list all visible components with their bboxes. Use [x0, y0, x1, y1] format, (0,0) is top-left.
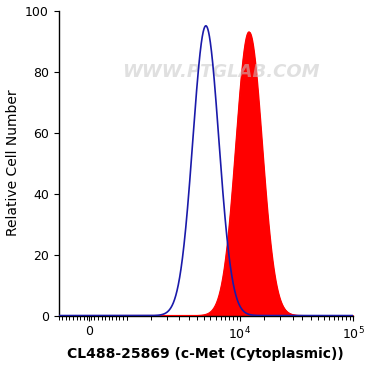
- Y-axis label: Relative Cell Number: Relative Cell Number: [6, 90, 20, 236]
- X-axis label: CL488-25869 (c-Met (Cytoplasmic)): CL488-25869 (c-Met (Cytoplasmic)): [67, 348, 344, 361]
- Text: WWW.PTGLAB.COM: WWW.PTGLAB.COM: [122, 62, 319, 81]
